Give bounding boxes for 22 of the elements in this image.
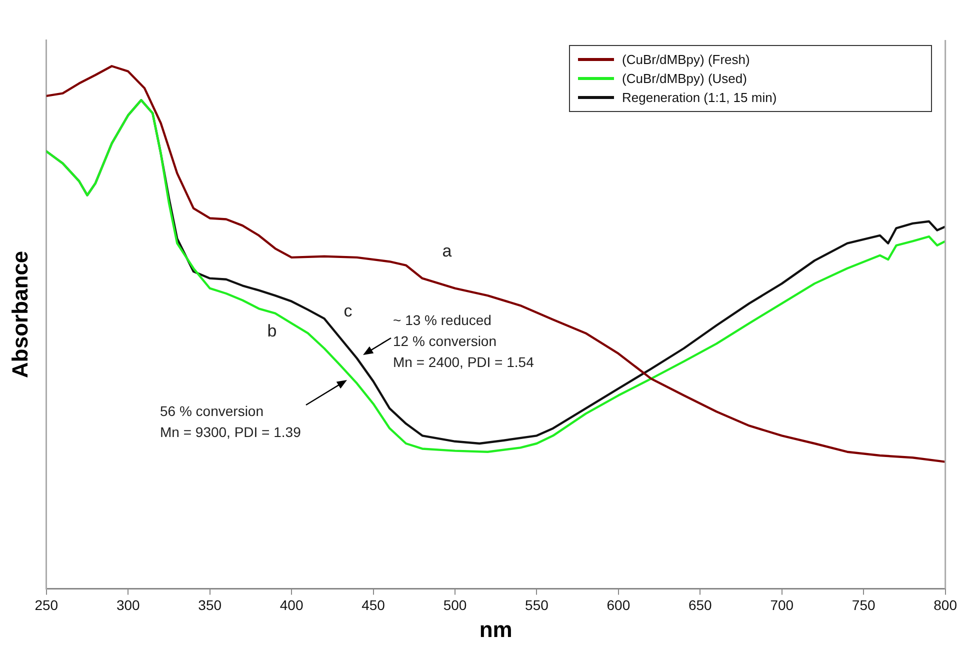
x-tick-label: 250 bbox=[34, 597, 58, 614]
x-tick-label: 800 bbox=[934, 597, 958, 614]
annotation: c bbox=[344, 302, 353, 321]
x-tick-label: 600 bbox=[606, 597, 630, 614]
legend-label: (CuBr/dMBpy) (Used) bbox=[622, 71, 747, 86]
y-axis-title: Absorbance bbox=[7, 250, 32, 378]
annotation: 56 % conversion Mn = 9300, PDI = 1.39 bbox=[160, 402, 302, 440]
annotation: ~ 13 % reduced 12 % conversion Mn = 2400, PDI = 1.54 bbox=[393, 312, 534, 370]
x-tick-label: 500 bbox=[443, 597, 467, 614]
x-tick-label: 400 bbox=[280, 597, 304, 614]
x-tick-label: 750 bbox=[852, 597, 876, 614]
x-tick-label: 700 bbox=[770, 597, 794, 614]
x-tick-label: 300 bbox=[116, 597, 140, 614]
legend-label: (CuBr/dMBpy) (Fresh) bbox=[622, 52, 750, 67]
x-tick-label: 350 bbox=[198, 597, 222, 614]
x-axis-title: nm bbox=[479, 616, 512, 642]
x-tick-label: 650 bbox=[688, 597, 712, 614]
legend-label: Regeneration (1:1, 15 min) bbox=[622, 90, 777, 105]
annotation: b bbox=[267, 322, 277, 341]
x-tick-label: 550 bbox=[525, 597, 549, 614]
annotation: a bbox=[442, 242, 452, 261]
x-tick-label: 450 bbox=[362, 597, 386, 614]
